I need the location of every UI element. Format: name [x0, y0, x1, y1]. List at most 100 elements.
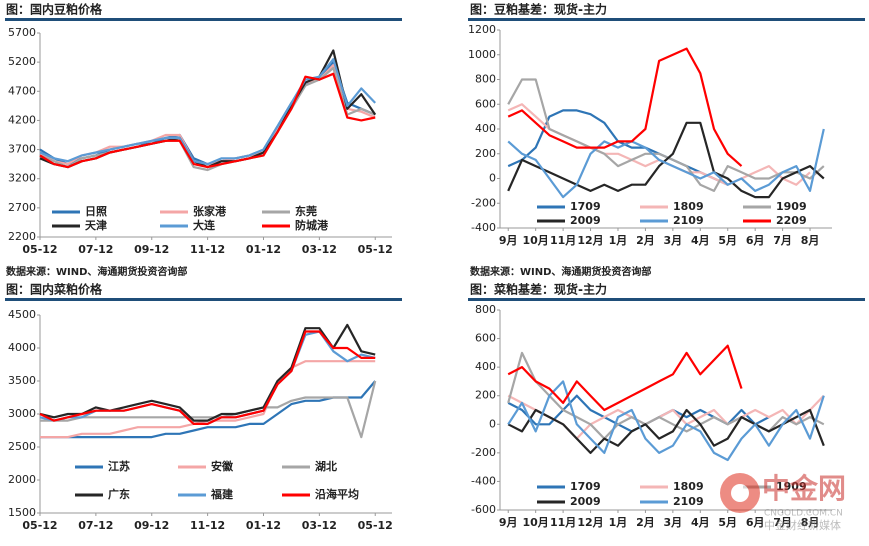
- y-tick-label: -200: [471, 446, 496, 459]
- x-tick-label: 12月: [577, 234, 603, 247]
- y-tick-label: 3500: [8, 374, 36, 387]
- x-tick-label: 1月: [609, 516, 628, 529]
- x-tick-label: 07-12: [78, 519, 113, 532]
- series-line: [39, 330, 376, 425]
- y-tick-label: 1200: [468, 23, 496, 36]
- x-tick-label: 05-12: [22, 243, 57, 256]
- source: 数据来源：WIND、海通期货投资咨询部: [470, 265, 651, 278]
- x-tick-label: 4月: [691, 516, 710, 529]
- title-rule: [5, 18, 402, 21]
- y-tick-label: -400: [471, 221, 496, 234]
- legend-label: 大连: [193, 218, 216, 232]
- y-tick-label: 2000: [8, 473, 36, 486]
- watermark-logo: [731, 484, 749, 502]
- watermark: 中金网 CNGOLD.COM.CN 中金财经新媒体: [720, 472, 846, 532]
- series-line: [507, 78, 825, 192]
- legend-label: 1909: [776, 200, 807, 213]
- chart-title: 图：菜粕基差：现货-主力: [470, 282, 607, 297]
- x-tick-label: 3月: [664, 234, 683, 247]
- x-tick-label: 10月: [523, 234, 549, 247]
- legend-label: 防城港: [295, 218, 329, 232]
- y-tick-label: -200: [471, 196, 496, 209]
- y-tick-label: 800: [475, 303, 496, 316]
- legend-label: 1909: [776, 480, 807, 493]
- x-tick-label: 11-12: [190, 243, 225, 256]
- x-tick-label: 05-12: [358, 519, 393, 532]
- x-tick-label: 2月: [636, 234, 655, 247]
- x-tick-label: 11月: [550, 516, 576, 529]
- y-tick-label: 200: [475, 147, 496, 160]
- series-line: [507, 380, 825, 462]
- legend-label: 1709: [570, 200, 601, 213]
- x-tick-label: 8月: [801, 234, 820, 247]
- x-tick-label: 03-12: [302, 243, 337, 256]
- x-tick-label: 05-12: [22, 519, 57, 532]
- x-tick-label: 5月: [718, 516, 737, 529]
- x-tick-label: 12月: [577, 516, 603, 529]
- x-tick-label: 11月: [550, 234, 576, 247]
- legend-label: 天津: [85, 218, 107, 232]
- legend-label: 1709: [570, 480, 601, 493]
- y-tick-label: 4700: [8, 84, 36, 97]
- y-tick-label: 600: [475, 332, 496, 345]
- series-line: [39, 72, 376, 169]
- y-tick-label: 0: [489, 417, 496, 430]
- title-rule: [468, 18, 865, 21]
- legend-label: 2209: [776, 214, 807, 227]
- legend-label: 2109: [673, 214, 704, 227]
- y-tick-label: 2500: [8, 440, 36, 453]
- y-tick-label: 600: [475, 97, 496, 110]
- y-tick-label: 1500: [8, 506, 36, 519]
- y-tick-label: -600: [471, 503, 496, 516]
- x-tick-label: 11-12: [190, 519, 225, 532]
- y-tick-label: 5200: [8, 55, 36, 68]
- legend-label: 东莞: [295, 204, 317, 218]
- watermark-site: CNGOLD.COM.CN: [764, 509, 843, 519]
- series-line: [507, 47, 743, 167]
- y-tick-label: 5700: [8, 26, 36, 39]
- legend-label: 广东: [108, 487, 130, 501]
- x-tick-label: 9月: [499, 234, 518, 247]
- series-line: [40, 380, 377, 439]
- series-line: [40, 380, 377, 439]
- y-tick-label: 200: [475, 389, 496, 402]
- series-line: [507, 408, 825, 454]
- series-line: [507, 344, 743, 412]
- x-tick-label: 01-12: [246, 243, 281, 256]
- x-tick-label: 09-12: [134, 243, 169, 256]
- legend-label: 湖北: [315, 459, 337, 473]
- legend-label: 1809: [673, 480, 704, 493]
- chart-title: 图：国内豆粕价格: [6, 2, 103, 17]
- watermark-name: 中金网: [762, 472, 846, 505]
- y-tick-label: 400: [475, 122, 496, 135]
- y-tick-label: 3000: [8, 407, 36, 420]
- source: 数据来源：WIND、海通期货投资咨询部: [6, 265, 187, 278]
- legend-label: 2109: [673, 495, 704, 508]
- series-line: [39, 323, 376, 422]
- y-tick-label: 4200: [8, 113, 36, 126]
- legend-label: 安徽: [211, 459, 234, 473]
- y-tick-label: 800: [475, 73, 496, 86]
- y-tick-label: 1000: [468, 48, 496, 61]
- legend-label: 江苏: [108, 459, 130, 473]
- legend-label: 2009: [570, 495, 601, 508]
- series-line: [507, 121, 825, 199]
- title-rule: [5, 298, 402, 301]
- y-tick-label: 2200: [8, 230, 36, 243]
- watermark-slogan: 中金财经新媒体: [764, 518, 841, 532]
- series-line: [39, 58, 376, 166]
- x-tick-label: 10月: [523, 516, 549, 529]
- x-tick-label: 6月: [746, 234, 765, 247]
- x-tick-label: 4月: [691, 234, 710, 247]
- legend-label: 1809: [673, 200, 704, 213]
- x-tick-label: 07-12: [78, 243, 113, 256]
- y-tick-label: 3200: [8, 172, 36, 185]
- x-tick-label: 7月: [773, 234, 792, 247]
- x-tick-label: 7月: [773, 516, 792, 529]
- title-rule: [468, 298, 865, 301]
- legend-label: 福建: [210, 487, 234, 501]
- chart-title: 图：国内菜粕价格: [6, 282, 103, 297]
- legend-label: 张家港: [193, 204, 227, 218]
